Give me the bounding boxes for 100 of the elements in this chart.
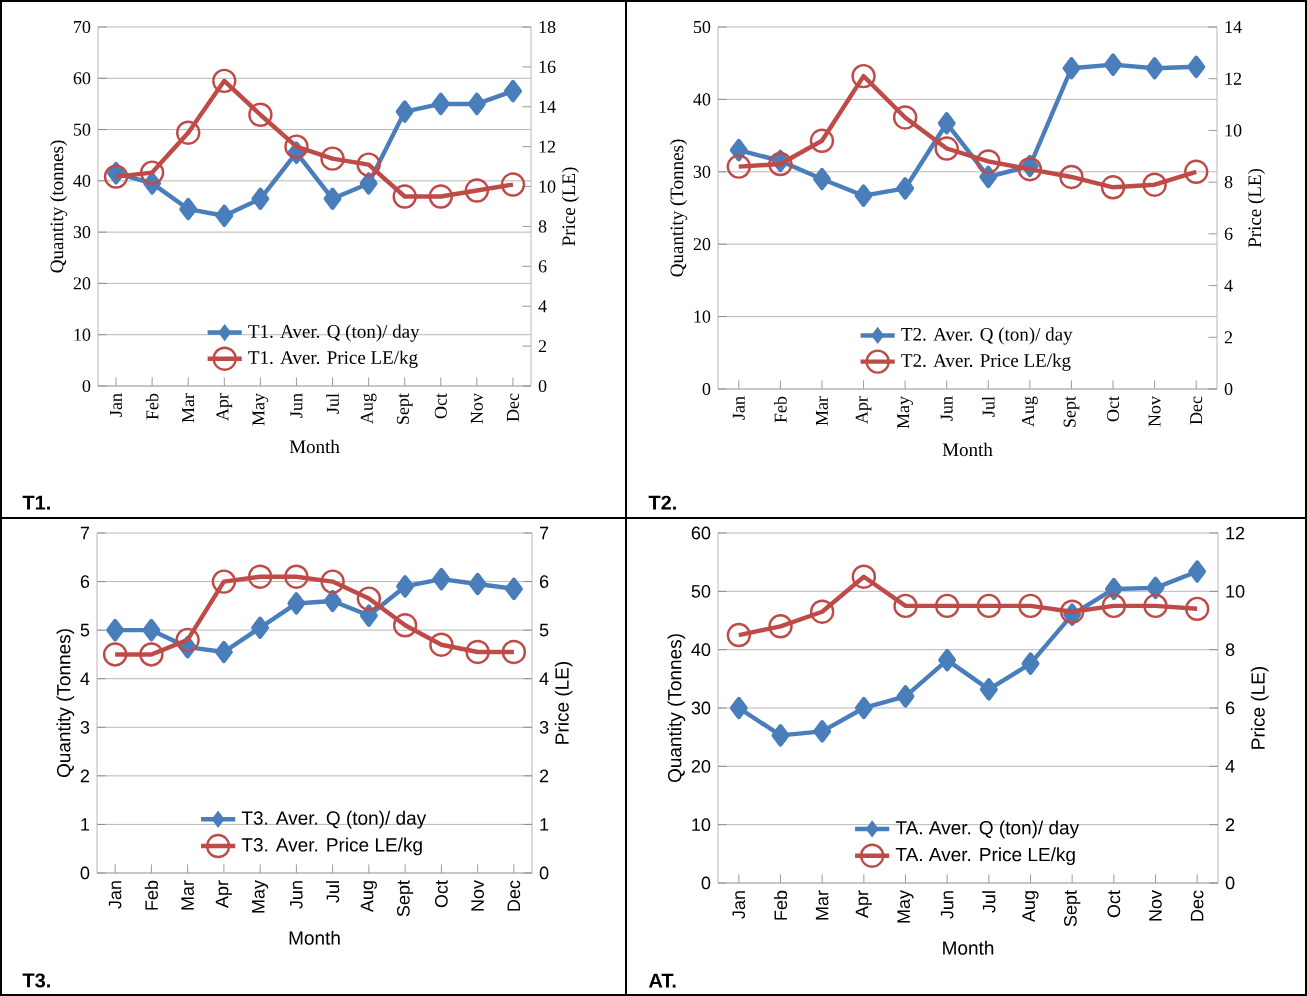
y-tick-label: 0	[80, 866, 90, 880]
point	[179, 197, 198, 221]
y-tick-label: 4	[80, 672, 90, 685]
point	[1146, 576, 1165, 600]
point	[501, 639, 527, 665]
y2-tick-label: 12	[1225, 72, 1242, 85]
point	[726, 622, 752, 648]
point	[979, 678, 998, 701]
point	[1104, 577, 1123, 601]
point	[284, 564, 309, 589]
x-axis-title: Month	[942, 442, 993, 457]
point	[726, 154, 751, 179]
point	[251, 187, 270, 210]
point	[323, 589, 342, 613]
x-tick-label: Jun	[940, 396, 953, 421]
y2-tick-label: 14	[539, 100, 556, 113]
point	[284, 134, 309, 159]
point	[248, 102, 273, 127]
legend-label: T3. Aver. Q (ton)/ day	[241, 810, 427, 829]
y2-tick-label: 6	[539, 575, 549, 588]
y-tick-label: 70	[74, 20, 91, 34]
x-tick-label: Apr	[855, 396, 872, 424]
point	[1101, 593, 1127, 619]
x-tick-label: Jan	[108, 881, 122, 909]
y2-tick-label: 6	[1225, 701, 1235, 715]
x-tick-label: Nov	[470, 393, 483, 424]
point	[504, 79, 522, 103]
y2-axis-title: Price (LE)	[1250, 666, 1269, 749]
x-tick-label: Jan	[732, 891, 746, 919]
y2-tick-label: 2	[1225, 818, 1235, 831]
point	[106, 618, 125, 642]
point	[851, 63, 876, 89]
x-tick-label: Oct	[434, 393, 447, 419]
y-tick-label: 30	[693, 165, 711, 178]
x-tick-label: Mar	[181, 880, 194, 910]
x-tick-label: Dec	[1190, 890, 1204, 921]
point	[320, 569, 345, 594]
x-tick-label: Apr	[216, 393, 233, 421]
point	[215, 204, 234, 227]
x-tick-label: Nov	[1148, 396, 1161, 427]
y2-tick-label: 1	[540, 818, 549, 831]
point	[896, 685, 915, 708]
x-tick-label: Nov	[1149, 890, 1162, 921]
y-tick-label: 3	[80, 720, 90, 734]
y2-tick-label: 18	[539, 20, 556, 34]
point	[893, 593, 918, 619]
x-axis-title: Month	[943, 940, 994, 955]
point	[247, 564, 273, 589]
y2-tick-label: 8	[538, 220, 547, 233]
x-tick-label: Dec	[507, 880, 521, 911]
point	[396, 575, 415, 598]
y-axis-title: Quantity (Tonnes)	[56, 629, 75, 778]
y-tick-label: 20	[693, 238, 711, 251]
point	[504, 577, 523, 601]
point	[813, 720, 832, 743]
x-tick-label: Mar	[815, 890, 829, 920]
y-tick-label: 1	[81, 818, 90, 831]
point	[934, 593, 960, 619]
legend-label: T3. Aver. Price LE/kg	[241, 837, 422, 856]
point	[1145, 57, 1164, 80]
y2-tick-label: 4	[1225, 760, 1235, 773]
point	[809, 128, 835, 153]
y2-tick-label: 12	[539, 140, 556, 153]
x-axis-title: Month	[289, 930, 340, 945]
point	[214, 640, 233, 664]
x-tick-label: Feb	[145, 393, 159, 420]
x-tick-label: Aug	[360, 393, 377, 424]
y-tick-label: 20	[691, 759, 711, 773]
x-tick-label: Jul	[982, 891, 996, 913]
y-tick-label: 0	[82, 379, 91, 393]
point	[896, 177, 915, 200]
y-tick-label: 30	[691, 701, 711, 715]
point	[809, 599, 835, 624]
point	[464, 178, 490, 203]
legend-label: T2. Aver. Q (ton)/ day	[901, 327, 1073, 345]
point	[729, 138, 748, 162]
point	[287, 592, 306, 615]
point	[467, 92, 486, 116]
point	[356, 152, 381, 177]
y2-tick-label: 6	[1224, 227, 1233, 240]
text: T3.	[22, 973, 50, 988]
y2-tick-label: 0	[539, 866, 549, 880]
y2-tick-label: 10	[539, 180, 556, 193]
y-axis-title: Quantity (Tonnes)	[669, 139, 688, 277]
x-tick-label: May	[252, 880, 269, 913]
y2-tick-label: 6	[538, 260, 547, 273]
x-tick-label: Apr	[855, 890, 872, 919]
y-tick-label: 10	[692, 818, 711, 832]
y2-tick-label: 2	[1224, 331, 1233, 344]
point	[431, 92, 450, 116]
point	[359, 172, 378, 195]
point	[1062, 57, 1081, 80]
point	[395, 100, 414, 123]
x-tick-label: Oct	[435, 880, 448, 908]
x-tick-label: Feb	[773, 890, 788, 920]
y2-tick-label: 16	[539, 60, 556, 73]
point	[142, 618, 161, 642]
point	[937, 112, 956, 135]
text: T2.	[648, 495, 676, 510]
legend-label: TA. Aver. Price LE/kg	[895, 847, 1075, 866]
